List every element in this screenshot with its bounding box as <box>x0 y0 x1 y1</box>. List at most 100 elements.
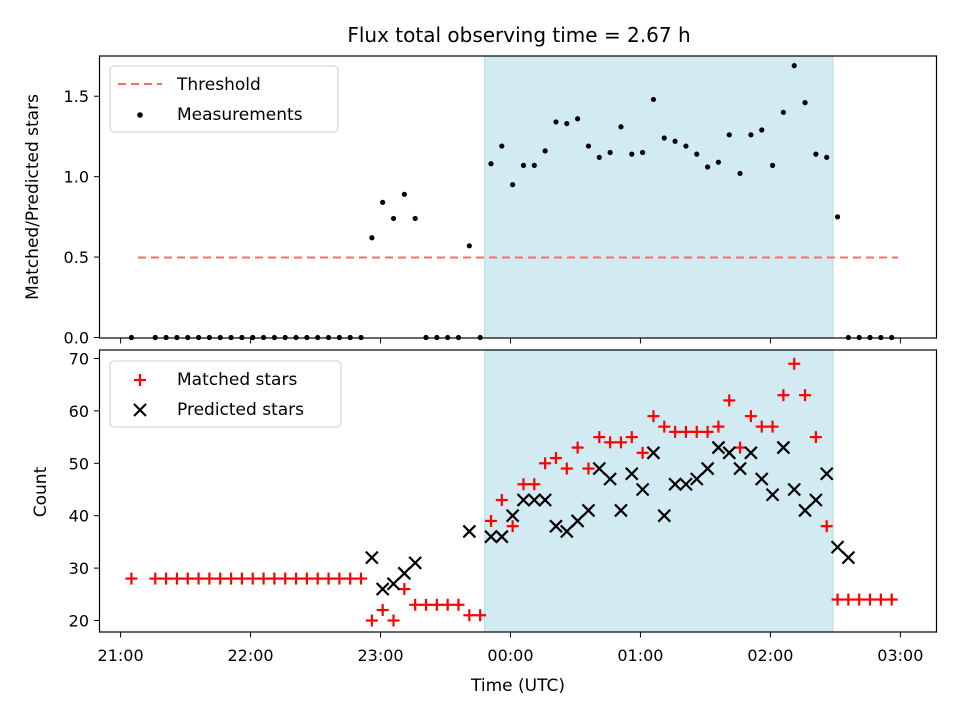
matched-star-point <box>441 598 454 611</box>
matched-star-point <box>593 431 606 444</box>
predicted-star-point <box>668 477 682 492</box>
measurement-point <box>726 132 732 138</box>
matched-star-point <box>203 572 216 585</box>
predicted-star-point <box>614 503 628 518</box>
matched-star-point <box>842 593 855 606</box>
top-legend: Threshold Measurements <box>109 65 339 133</box>
predicted-x-b <box>635 482 650 497</box>
x-axis-label: Time (UTC) <box>470 676 565 696</box>
predicted-x-b <box>538 493 552 507</box>
matched-star-point <box>192 572 205 585</box>
predicted-x-b <box>386 577 401 591</box>
measurement-point <box>564 120 570 127</box>
legend-predicted-label: Predicted stars <box>177 400 304 420</box>
predicted-star-point <box>744 446 758 460</box>
predicted-star-point <box>462 524 477 539</box>
predicted-star-point <box>397 566 412 581</box>
predicted-x-b <box>375 582 390 596</box>
y-tick-label: 1.0 <box>64 168 89 187</box>
predicted-star-point <box>408 556 422 570</box>
x-tick-label: 23:00 <box>357 646 403 665</box>
predicted-x-b <box>516 493 531 507</box>
measurement-point <box>369 235 375 241</box>
matched-star-point <box>268 572 281 585</box>
predicted-star-point <box>527 493 542 507</box>
predicted-star-point <box>776 440 791 455</box>
y-tick-label: 0.5 <box>64 248 89 267</box>
matched-star-point <box>831 593 844 606</box>
x-tick-label: 03:00 <box>877 646 923 665</box>
predicted-x-b <box>689 472 704 486</box>
matched-star-point <box>604 436 617 449</box>
y-tick-label: 1.5 <box>64 87 89 106</box>
measurement-point <box>683 143 689 149</box>
matched-star-point <box>690 425 703 438</box>
measurement-point <box>737 170 743 177</box>
predicted-star-point <box>505 508 520 523</box>
matched-star-point <box>463 609 476 622</box>
matched-star-point <box>669 425 682 438</box>
matched-star-point <box>420 598 433 611</box>
matched-star-point <box>398 583 411 596</box>
measurement-point <box>401 191 407 197</box>
matched-star-point <box>625 431 638 444</box>
measurement-point <box>715 159 722 165</box>
predicted-star-point <box>592 461 607 476</box>
predicted-x-b <box>408 556 422 570</box>
predicted-star-point <box>375 582 390 596</box>
measurement-point <box>629 151 635 157</box>
matched-star-point <box>311 572 324 585</box>
matched-star-point <box>679 425 692 438</box>
chart-title: Flux total observing time = 2.67 h <box>347 23 690 47</box>
predicted-x-b <box>819 467 834 481</box>
measurement-point <box>520 162 527 168</box>
matched-star-point <box>409 598 422 611</box>
matched-star-point <box>160 572 173 585</box>
predicted-star-point <box>495 529 509 544</box>
y-tick-label: 70 <box>69 350 89 369</box>
matched-star-point <box>484 514 497 527</box>
bottom-panel: 20 30 40 50 60 70 21:00 22:00 23:00 00:00 01:00 02… <box>31 349 938 696</box>
predicted-x-b <box>722 446 737 460</box>
y-tick-label: 20 <box>69 612 89 631</box>
predicted-x-b <box>581 503 596 518</box>
matched-star-point <box>820 520 833 533</box>
matched-star-point <box>355 572 368 585</box>
measurement-point <box>618 124 624 130</box>
predicted-x-b <box>679 477 693 492</box>
predicted-x-b <box>798 503 812 518</box>
matched-star-point <box>170 572 183 585</box>
measurement-point <box>824 154 830 160</box>
legend-matched-swatch <box>134 374 146 386</box>
legend-measurements-label: Measurements <box>177 105 303 125</box>
bottom-x-ticks: 21:00 22:00 23:00 00:00 01:00 02:00 03:00 <box>98 632 923 665</box>
predicted-x-b <box>711 440 726 455</box>
predicted-x-b <box>700 461 715 476</box>
measurement-point <box>650 96 657 103</box>
bottom-y-axis-label: Count <box>31 466 51 517</box>
bottom-shaded-region <box>484 349 834 633</box>
predicted-star-point <box>386 577 401 591</box>
measurement-point <box>553 119 559 125</box>
predicted-x-b <box>570 514 585 528</box>
predicted-star-point <box>754 472 769 486</box>
matched-star-point <box>549 452 562 465</box>
predicted-star-point <box>516 493 531 507</box>
predicted-star-point <box>841 550 856 565</box>
matched-star-point <box>885 593 898 606</box>
count-points <box>125 357 898 627</box>
matched-star-point <box>539 457 552 470</box>
predicted-star-point <box>819 467 834 481</box>
matched-star-point <box>766 420 779 433</box>
predicted-x-b <box>754 472 769 486</box>
predicted-star-point <box>635 482 650 497</box>
predicted-star-point <box>798 503 812 518</box>
matched-star-point <box>560 462 573 475</box>
measurement-point <box>769 162 776 168</box>
predicted-x-b <box>744 446 758 460</box>
measurement-point <box>585 143 592 149</box>
predicted-x-b <box>505 508 520 523</box>
y-tick-label: 30 <box>69 559 89 578</box>
matched-star-point <box>225 572 238 585</box>
predicted-x-b <box>527 493 542 507</box>
